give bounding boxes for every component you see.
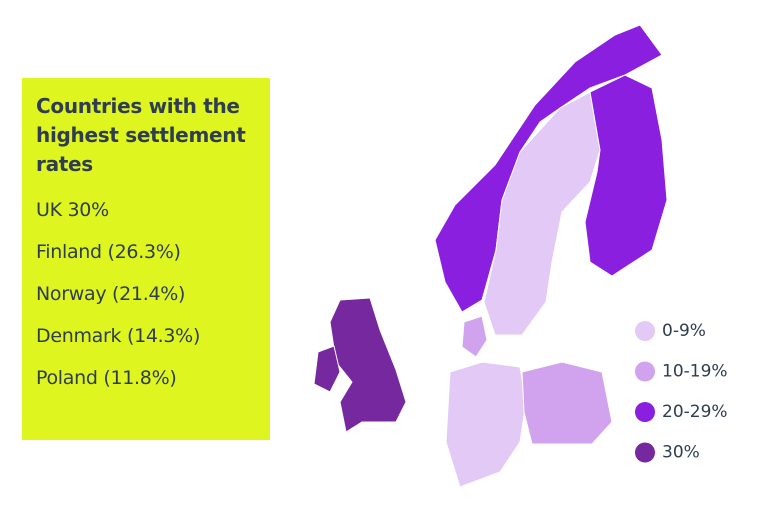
list-item: Finland (26.3%): [36, 241, 181, 263]
legend-swatch: [635, 402, 655, 422]
finland: [584, 74, 668, 277]
list-item: Denmark (14.3%): [36, 325, 201, 347]
sweden: [483, 91, 601, 336]
poland: [521, 361, 613, 445]
list-item: Norway (21.4%): [36, 283, 186, 305]
legend-label: 0-9%: [662, 321, 706, 341]
denmark: [461, 315, 488, 358]
title: Countries with the highest settlement ra…: [36, 94, 246, 176]
ireland: [313, 345, 341, 393]
legend: 0-9% 10-19% 20-29% 30%: [635, 321, 728, 463]
item-list: UK 30% Finland (26.3%) Norway (21.4%) Denma…: [36, 199, 256, 389]
legend-swatch: [635, 361, 655, 382]
list-item: Poland (11.8%): [36, 367, 177, 389]
germany: [445, 361, 527, 488]
legend-label: 20-29%: [662, 402, 728, 422]
legend-label: 30%: [662, 443, 700, 463]
uk: [329, 297, 407, 433]
legend-swatch: [635, 321, 655, 341]
norway: [434, 24, 663, 313]
list-item: UK 30%: [36, 199, 109, 221]
info-box: Countries with the highest settlement ra…: [22, 78, 270, 440]
legend-swatch: [635, 442, 655, 463]
legend-label: 10-19%: [662, 362, 728, 382]
